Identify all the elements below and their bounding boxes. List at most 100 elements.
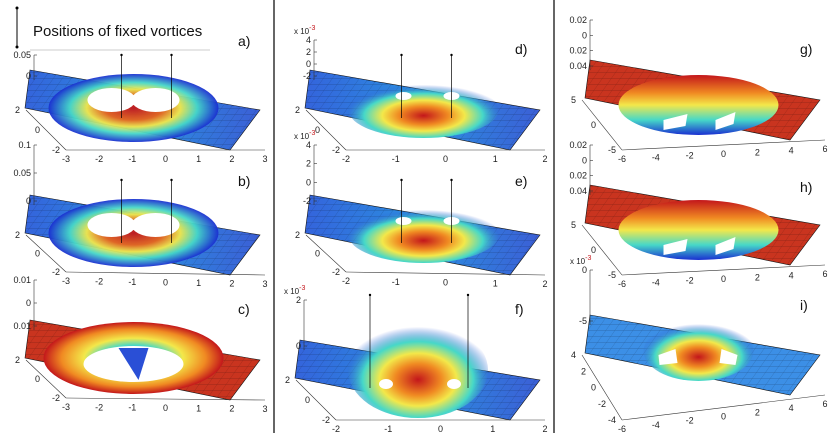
exponent-label-f: x 10-3 — [284, 285, 305, 296]
panel-label-g: g) — [800, 41, 812, 57]
z-tick-label-b-0: 0.1 — [18, 140, 31, 150]
y-axis-a — [25, 109, 67, 151]
panel-label-f: f) — [515, 301, 524, 317]
x-tick-label-b-6: 3 — [262, 279, 267, 289]
x-axis-c — [65, 397, 266, 401]
z-tick-label-d-1: 2 — [306, 47, 311, 57]
x-tick-label-h-2: -2 — [686, 276, 694, 286]
z-tick-label-d-3: -2 — [303, 71, 311, 81]
legend-text: Positions of fixed vortices — [33, 23, 202, 40]
double-hump-surface-d — [348, 82, 499, 138]
z-tick-label-f-0: 2 — [296, 295, 301, 305]
x-tick-label-a-6: 3 — [262, 154, 267, 164]
y-axis-c — [25, 359, 67, 399]
vortex-spike-c — [118, 348, 149, 380]
x-axis-b — [65, 271, 266, 276]
y-tick-label-d-2: -2 — [332, 145, 340, 155]
vortex-hole-left-f — [379, 379, 393, 389]
x-tick-label-g-1: -4 — [652, 152, 660, 162]
z-tick-label-g-3: 0.04 — [569, 61, 587, 71]
x-tick-label-h-6: 6 — [822, 269, 827, 279]
x-tick-label-f-2: 0 — [438, 424, 443, 433]
z-tick-label-e-3: -2 — [303, 196, 311, 206]
y-tick-label-i-3: -2 — [598, 399, 606, 409]
x-tick-label-g-4: 2 — [755, 147, 760, 157]
z-tick-label-c-2: 0.01 — [13, 321, 31, 331]
y-tick-label-b-0: 2 — [15, 230, 20, 240]
y-axis-f — [295, 379, 337, 421]
x-tick-label-e-4: 2 — [542, 279, 547, 289]
x-tick-label-f-0: -2 — [332, 424, 340, 433]
x-tick-label-i-0: -6 — [618, 424, 626, 433]
x-tick-label-f-4: 2 — [542, 424, 547, 433]
z-tick-label-i-0: 0 — [582, 265, 587, 275]
vortex-marker-dot-e-1 — [450, 178, 453, 182]
x-tick-label-h-0: -6 — [618, 279, 626, 289]
z-tick-label-c-0: 0.01 — [13, 275, 31, 285]
z-tick-label-g-0: 0.02 — [569, 15, 587, 25]
z-tick-label-f-1: 0 — [296, 341, 301, 351]
x-tick-label-c-5: 2 — [229, 404, 234, 414]
x-tick-label-i-6: 6 — [822, 399, 827, 409]
x-axis-h — [621, 264, 826, 276]
z-tick-label-b-2: 0 — [26, 196, 31, 206]
z-tick-label-h-0: 0.02 — [569, 140, 587, 150]
y-tick-label-d-0: 2 — [295, 105, 300, 115]
y-tick-label-c-1: 0 — [35, 374, 40, 384]
z-tick-label-b-1: 0.05 — [13, 168, 31, 178]
y-tick-label-b-1: 0 — [35, 249, 40, 259]
z-tick-label-h-1: 0 — [582, 155, 587, 165]
y-tick-label-e-1: 0 — [315, 249, 320, 259]
x-tick-label-a-2: -1 — [128, 154, 136, 164]
x-tick-label-c-2: -1 — [128, 403, 136, 413]
bump-surface-i — [643, 321, 754, 381]
legend-marker-bottom-dot — [15, 45, 19, 49]
z-tick-label-e-1: 2 — [306, 159, 311, 169]
x-tick-label-b-3: 0 — [163, 278, 168, 288]
vortex-marker-dot-b-0 — [120, 178, 123, 182]
y-tick-label-e-2: -2 — [332, 267, 340, 277]
vortex-hole-left-d — [395, 92, 412, 100]
vortex-marker-dot-a-1 — [170, 53, 173, 57]
x-tick-label-c-6: 3 — [262, 404, 267, 414]
y-tick-label-i-1: 2 — [581, 366, 586, 376]
z-tick-label-c-1: 0 — [26, 298, 31, 308]
valley-surface-h — [618, 200, 779, 260]
vortex-hole-left-h — [663, 239, 688, 255]
y-tick-label-i-2: 0 — [591, 383, 596, 393]
vortex-marker-dot-f-1 — [466, 293, 470, 297]
z-tick-label-i-1: -5 — [579, 316, 587, 326]
vortex-hole-left-b — [87, 213, 136, 237]
valley-surface-g — [618, 75, 779, 135]
y-tick-label-f-1: 0 — [305, 395, 310, 405]
y-axis-g — [581, 99, 623, 151]
x-tick-label-a-5: 2 — [229, 154, 234, 164]
x-axis-i — [621, 394, 826, 421]
panel-label-a: a) — [238, 33, 250, 49]
x-tick-label-a-3: 0 — [163, 154, 168, 164]
y-tick-label-f-0: 2 — [285, 375, 290, 385]
y-tick-label-i-4: -4 — [608, 415, 616, 425]
z-tick-label-g-2: 0.02 — [569, 46, 587, 56]
double-hump-surface-e — [348, 207, 499, 263]
vortex-marker-dot-f-0 — [368, 293, 372, 297]
y-tick-label-g-1: 0 — [591, 120, 596, 130]
z-tick-label-h-2: 0.02 — [569, 171, 587, 181]
x-tick-label-i-3: 0 — [721, 412, 726, 422]
z-tick-label-d-0: 4 — [306, 35, 311, 45]
z-tick-label-a-0: 0.05 — [13, 50, 31, 60]
y-tick-label-h-0: 5 — [571, 220, 576, 230]
x-tick-label-c-1: -2 — [95, 402, 103, 412]
y-tick-label-c-2: -2 — [52, 393, 60, 403]
z-tick-label-a-1: 0 — [26, 71, 31, 81]
y-axis-e — [305, 234, 347, 273]
x-tick-label-d-3: 1 — [493, 154, 498, 164]
y-tick-label-i-0: 4 — [571, 350, 576, 360]
x-tick-label-d-0: -2 — [342, 154, 350, 164]
x-tick-label-i-2: -2 — [686, 416, 694, 426]
vortex-marker-dot-a-0 — [120, 53, 123, 57]
y-tick-label-a-2: -2 — [52, 145, 60, 155]
panel-d: 420-220-2-2 -1 0 1 2x 10-3d) — [294, 25, 548, 164]
